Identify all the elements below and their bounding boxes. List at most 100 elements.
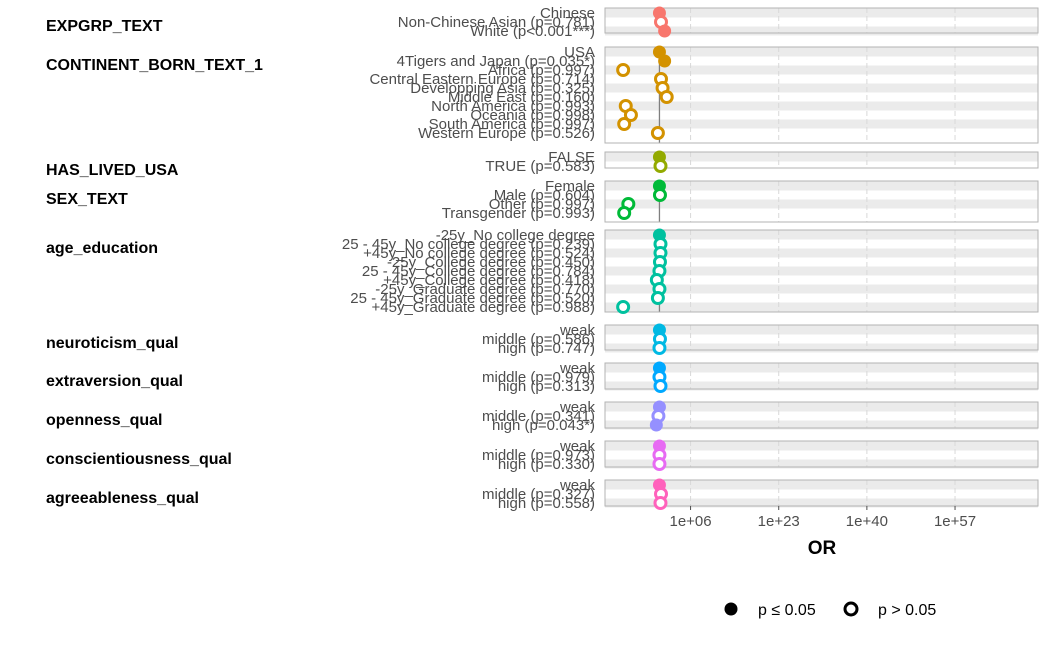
level-label: Oceania (p=0.998) bbox=[470, 107, 595, 124]
level-label: +45y_No college degree (p=0.524) bbox=[363, 245, 595, 262]
panel-border bbox=[604, 362, 1039, 390]
group-label: agreeableness_qual bbox=[46, 490, 199, 507]
row-stripe bbox=[605, 343, 1038, 353]
row-stripe bbox=[605, 181, 1038, 191]
group-label: age_education bbox=[46, 240, 158, 257]
level-label: TRUE (p=0.583) bbox=[485, 158, 595, 175]
row-stripe bbox=[605, 230, 1038, 240]
x-tick-label: 1e+57 bbox=[934, 513, 976, 530]
panel-border bbox=[604, 324, 1039, 351]
level-label: weak bbox=[559, 477, 596, 494]
level-label: middle (p=0.327) bbox=[482, 486, 595, 503]
group-label: neuroticism_qual bbox=[46, 335, 178, 352]
panel-border bbox=[604, 401, 1039, 429]
level-label: FALSE bbox=[548, 149, 595, 166]
row-stripe bbox=[605, 459, 1038, 469]
row-stripe bbox=[605, 248, 1038, 258]
level-label: 25 - 45y_No college degree (p=0.239) bbox=[342, 236, 595, 253]
level-label: weak bbox=[559, 360, 596, 377]
estimate-point bbox=[652, 341, 667, 355]
level-label: Male (p=0.604) bbox=[494, 187, 595, 204]
row-stripe bbox=[605, 284, 1038, 294]
level-label: middle (p=0.973) bbox=[482, 447, 595, 464]
level-label: 4Tigers and Japan (p=0.035*) bbox=[397, 53, 595, 70]
row-stripe bbox=[605, 480, 1038, 490]
row-stripe bbox=[605, 266, 1038, 276]
estimate-point bbox=[653, 496, 668, 510]
row-stripe bbox=[605, 381, 1038, 391]
panel-border bbox=[604, 479, 1039, 507]
level-label: high (p=0.330) bbox=[498, 456, 595, 473]
x-tick-label: 1e+23 bbox=[758, 513, 800, 530]
level-label: Middle East (p=0.160) bbox=[448, 89, 595, 106]
panel-border bbox=[604, 229, 1039, 313]
level-label: 25 - 45y_Graduate degree (p=0.520) bbox=[350, 290, 595, 307]
estimate-point bbox=[617, 206, 632, 220]
estimate-point bbox=[616, 63, 631, 77]
legend-key-open bbox=[843, 601, 859, 617]
estimate-point bbox=[649, 418, 663, 432]
row-stripe bbox=[605, 302, 1038, 312]
level-label: -25y_Graduate degree (p=0.770) bbox=[375, 281, 595, 298]
level-label: weak bbox=[559, 399, 596, 416]
group-label: extraversion_qual bbox=[46, 373, 183, 390]
group-label: SEX_TEXT bbox=[46, 191, 128, 208]
level-label: Transgender (p=0.993) bbox=[442, 205, 595, 222]
estimate-point bbox=[659, 90, 674, 104]
estimate-point bbox=[653, 159, 668, 173]
level-label: middle (p=0.341) bbox=[482, 408, 595, 425]
estimate-point bbox=[650, 291, 665, 305]
level-label: Western Europe (p=0.526) bbox=[418, 125, 595, 142]
row-stripe bbox=[605, 119, 1038, 129]
level-label: +45y_College degree (p=0.418) bbox=[383, 272, 595, 289]
level-label: North America (p=0.993) bbox=[431, 98, 595, 115]
x-tick-label: 1e+06 bbox=[669, 513, 711, 530]
row-stripe bbox=[605, 47, 1038, 57]
row-stripe bbox=[605, 420, 1038, 430]
estimate-point bbox=[650, 126, 665, 140]
row-stripe bbox=[605, 65, 1038, 75]
legend-label: p ≤ 0.05 bbox=[758, 602, 816, 619]
row-stripe bbox=[605, 8, 1038, 18]
level-label: high (p=0.043*) bbox=[492, 417, 595, 434]
level-label: high (p=0.558) bbox=[498, 495, 595, 512]
panel-border bbox=[604, 46, 1039, 144]
panel-border bbox=[604, 7, 1039, 34]
panel-border bbox=[604, 180, 1039, 223]
level-label: middle (p=0.979) bbox=[482, 369, 595, 386]
group-label: HAS_LIVED_USA bbox=[46, 162, 179, 179]
row-stripe bbox=[605, 363, 1038, 373]
legend: p ≤ 0.05 p > 0.05 bbox=[724, 601, 936, 619]
row-stripe bbox=[605, 325, 1038, 335]
panel-border bbox=[604, 440, 1039, 468]
level-label: high (p=0.747) bbox=[498, 340, 595, 357]
panel-border bbox=[604, 151, 1039, 169]
level-label: Central Eastern Europe (p=0.714) bbox=[369, 71, 595, 88]
estimate-point bbox=[617, 117, 632, 131]
row-stripe bbox=[605, 441, 1038, 451]
level-label: weak bbox=[559, 322, 596, 339]
row-stripe bbox=[605, 402, 1038, 412]
level-label: high (p=0.313) bbox=[498, 378, 595, 395]
group-label: openness_qual bbox=[46, 412, 162, 429]
row-stripe bbox=[605, 152, 1038, 162]
level-label: Other (p=0.997) bbox=[489, 196, 595, 213]
level-label: South America (p=0.997) bbox=[429, 116, 595, 133]
level-label: Chinese bbox=[540, 5, 595, 22]
x-tick-label: 1e+40 bbox=[846, 513, 888, 530]
x-axis: 1e+06 1e+23 1e+40 1e+57 bbox=[669, 506, 976, 530]
estimate-point bbox=[652, 457, 667, 471]
legend-label: p > 0.05 bbox=[878, 602, 936, 619]
estimate-point bbox=[653, 379, 668, 393]
estimate-point bbox=[616, 300, 631, 314]
level-label: middle (p=0.586) bbox=[482, 331, 595, 348]
estimate-point bbox=[658, 54, 672, 68]
group-label: EXPGRP_TEXT bbox=[46, 18, 163, 35]
